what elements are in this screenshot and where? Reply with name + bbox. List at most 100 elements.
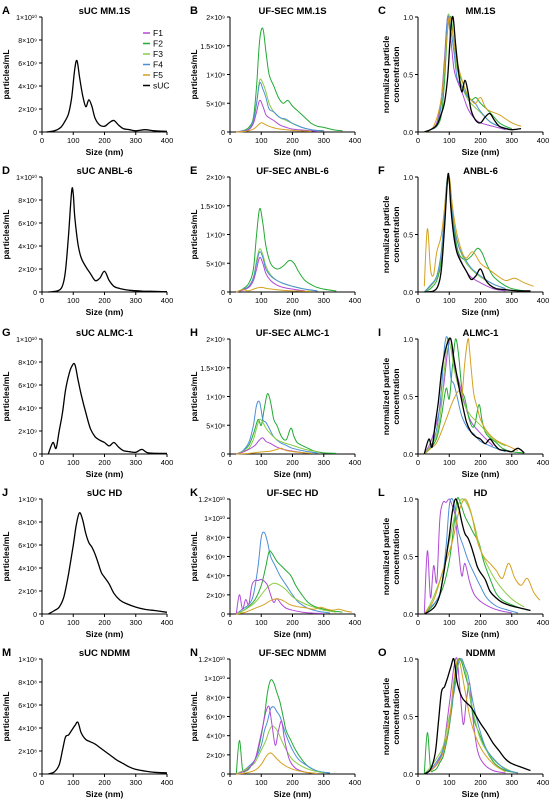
y-tick-label: 0.0 [403,772,413,779]
panel-letter: B [190,5,198,17]
chart-title: sUC HD [87,488,123,499]
chart-title: UF-SEC HD [267,488,319,499]
x-axis-label: Size (nm) [86,789,124,799]
x-tick-label: 400 [161,458,174,467]
y-tick-label: 8×10⁹ [18,198,37,205]
y-tick-label: 1.0 [403,657,413,664]
series-line-f3 [236,582,337,615]
y-tick-label: 0.5 [403,715,413,722]
x-axis-label: Size (nm) [462,307,500,317]
series-line-f4 [235,531,331,615]
y-tick-label: 8×10⁹ [18,38,37,45]
x-tick-label: 100 [443,136,456,145]
series-line-suc [46,59,168,133]
panel-letter: J [2,487,8,499]
series-line-f3 [236,78,324,133]
x-tick-label: 400 [537,778,550,787]
x-tick-label: 100 [443,458,456,467]
series-line-suc [423,498,531,615]
x-tick-label: 200 [286,778,299,787]
x-tick-label: 100 [67,778,80,787]
x-axis-label: Size (nm) [462,629,500,639]
x-tick-label: 100 [67,136,80,145]
series-line-suc [48,187,168,293]
y-tick-label: 1×10⁹ [18,657,37,664]
y-axis-label: normalized particleconcentration [381,35,401,113]
x-axis-label: Size (nm) [274,147,312,157]
x-tick-label: 0 [228,778,232,787]
y-tick-label: 0.0 [403,612,413,619]
x-tick-label: 100 [67,458,80,467]
y-tick-label: 0.0 [403,290,413,297]
x-tick-label: 0 [416,136,420,145]
series-line-f5 [236,122,312,133]
x-tick-label: 100 [67,296,80,305]
y-axis-label: normalized particleconcentration [381,195,401,273]
y-tick-label: 0 [221,130,225,137]
y-tick-label: 0 [33,290,37,297]
x-tick-label: 100 [255,136,268,145]
y-tick-label: 6×10⁹ [18,383,37,390]
x-axis-label: Size (nm) [274,469,312,479]
series-line-f3 [423,658,513,775]
y-tick-label: 1×10⁹ [206,395,225,402]
x-tick-label: 400 [537,618,550,627]
series-line-f5 [423,176,534,287]
y-tick-label: 6×10⁸ [18,543,37,550]
chart-title: sUC ANBL-6 [76,166,132,177]
series-line-suc [47,512,168,615]
x-tick-label: 300 [317,618,330,627]
panel-c: C MM.1S 0 100 200 300 400 0.0 0.5 1.0 Size (nm) nor… [378,5,549,157]
y-axis-label: normalized particleconcentration [381,677,401,755]
panel-letter: A [2,5,10,17]
y-tick-label: 2×10⁹ [18,429,37,436]
y-tick-label: 0 [33,612,37,619]
y-tick-label: 0 [221,772,225,779]
y-tick-label: 1.5×10⁹ [200,44,225,51]
y-tick-label: 6×10⁹ [206,715,225,722]
y-axis-label: particles/mL [1,691,11,741]
x-tick-label: 400 [537,458,550,467]
x-tick-label: 0 [228,296,232,305]
y-tick-label: 2×10⁸ [18,749,37,756]
series-line-f1 [236,256,306,293]
y-tick-label: 1×10⁹ [206,73,225,80]
x-tick-label: 300 [505,618,518,627]
y-axis-label: particles/mL [1,209,11,259]
x-tick-label: 0 [40,458,44,467]
panel-letter: I [378,327,381,339]
x-tick-label: 200 [474,458,487,467]
y-tick-label: 2×10⁹ [206,175,225,182]
y-tick-label: 4×10⁹ [18,406,37,413]
x-tick-label: 100 [67,618,80,627]
x-tick-label: 400 [349,618,362,627]
legend-label: F2 [153,39,163,49]
series-line-f2 [236,393,337,455]
legend-label: F1 [153,28,163,38]
y-axis-label: particles/mL [189,49,199,99]
panel-k: K UF-SEC HD 0 100 200 300 400 0 2×10⁹ 4×10⁹ 6×10⁹ 8… [189,487,361,639]
series-line-f2 [236,27,343,133]
x-tick-label: 200 [98,458,111,467]
x-tick-label: 300 [505,136,518,145]
panel-letter: D [2,165,10,177]
series-line-f2 [235,679,331,775]
panel-letter: G [2,327,11,339]
y-tick-label: 8×10⁹ [18,360,37,367]
y-tick-label: 5×10⁸ [206,423,225,430]
y-tick-label: 8×10⁹ [206,695,225,702]
y-tick-label: 6×10⁹ [206,555,225,562]
x-tick-label: 0 [40,618,44,627]
x-tick-label: 100 [255,296,268,305]
y-axis-label: particles/mL [189,209,199,259]
series-line-f3 [423,176,506,293]
y-tick-label: 0 [33,772,37,779]
series-line-f2 [424,176,525,293]
x-tick-label: 0 [40,296,44,305]
y-axis-label: particles/mL [189,691,199,741]
x-tick-label: 200 [98,778,111,787]
